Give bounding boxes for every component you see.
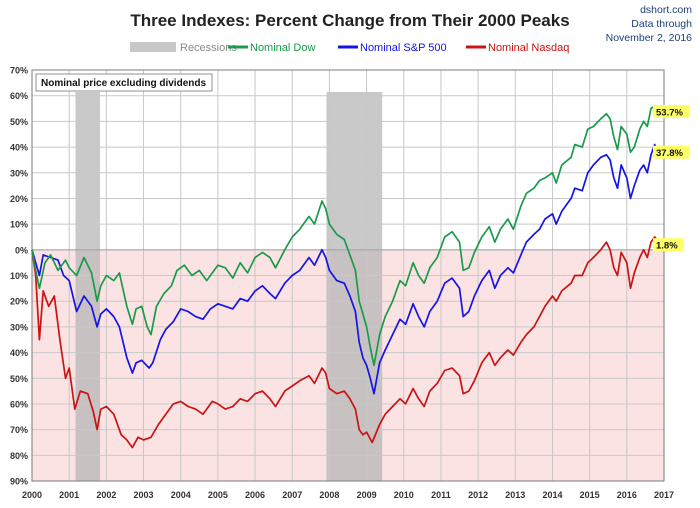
y-tick-label: 90%: [10, 477, 28, 487]
x-tick-label: 2004: [171, 490, 191, 500]
x-tick-label: 2016: [617, 490, 637, 500]
y-tick-label: 20%: [10, 194, 28, 204]
series-line-sp500: [31, 143, 659, 395]
series-line-nasdaq: [31, 236, 659, 449]
end-label-dow: 53.7%: [656, 107, 683, 118]
end-label-sp500: 37.8%: [656, 148, 683, 159]
y-tick-label: 10%: [10, 220, 28, 230]
recession-band-2: [326, 92, 383, 481]
x-tick-label: 2008: [319, 490, 339, 500]
y-tick-label: 30%: [10, 168, 28, 178]
annotation-box: [35, 73, 213, 92]
x-tick-label: 2005: [208, 490, 228, 500]
chart-title: Three Indexes: Percent Change from Their…: [130, 11, 569, 30]
x-tick-label: 2001: [59, 490, 79, 500]
y-tick-label: 30%: [10, 322, 28, 332]
y-tick-label: 50%: [10, 374, 28, 384]
end-label-nasdaq: 1.8%: [656, 241, 678, 252]
y-tick-label: 60%: [10, 399, 28, 409]
plot-area: 70% 60% 50% 40% 30% 20% 10% 0% 10% 20% 30% 40% 50% 60…: [10, 66, 690, 500]
legend: Recessions Nominal Dow Nominal S&P 500 N…: [130, 42, 569, 54]
y-tick-label: 70%: [10, 425, 28, 435]
y-tick-label: 40%: [10, 348, 28, 358]
source-line-3: November 2, 2016: [606, 32, 693, 44]
end-label-dow-bg: [653, 104, 690, 118]
x-tick-label: 2007: [282, 490, 302, 500]
recession-band-1: [75, 92, 101, 481]
y-tick-label: 10%: [10, 271, 28, 281]
legend-label-nasdaq: Nominal Nasdaq: [488, 42, 569, 54]
source-line-1: dshort.com: [640, 4, 692, 16]
y-tick-label: 20%: [10, 297, 28, 307]
x-tick-label: 2017: [654, 490, 674, 500]
x-tick-label: 2010: [394, 490, 414, 500]
x-tick-label: 2012: [468, 490, 488, 500]
annotation-text: Nominal price excluding dividends: [41, 78, 206, 89]
x-tick-label: 2013: [505, 490, 525, 500]
legend-swatch-recessions: [130, 42, 176, 52]
x-tick-label: 2009: [357, 490, 377, 500]
x-tick-label: 2002: [96, 490, 116, 500]
source-line-2: Data through: [631, 18, 692, 30]
y-tick-label: 50%: [10, 117, 28, 127]
x-tick-label: 2000: [22, 490, 42, 500]
x-tick-label: 2014: [542, 490, 562, 500]
y-tick-label: 70%: [10, 66, 28, 76]
y-tick-label: 40%: [10, 143, 28, 153]
y-tick-label: 60%: [10, 91, 28, 101]
x-tick-label: 2011: [431, 490, 451, 500]
y-tick-label: 0%: [15, 245, 28, 255]
legend-label-recessions: Recessions: [180, 42, 237, 54]
end-label-sp500-bg: [653, 145, 690, 159]
y-tick-label: 80%: [10, 451, 28, 461]
x-tick-label: 2003: [134, 490, 154, 500]
legend-label-dow: Nominal Dow: [250, 42, 315, 54]
x-tick-label: 2015: [580, 490, 600, 500]
end-label-nasdaq-bg: [653, 238, 684, 252]
series-line-dow: [31, 105, 659, 367]
plot-border: [31, 69, 665, 482]
x-tick-label: 2006: [245, 490, 265, 500]
legend-label-sp500: Nominal S&P 500: [360, 42, 447, 54]
